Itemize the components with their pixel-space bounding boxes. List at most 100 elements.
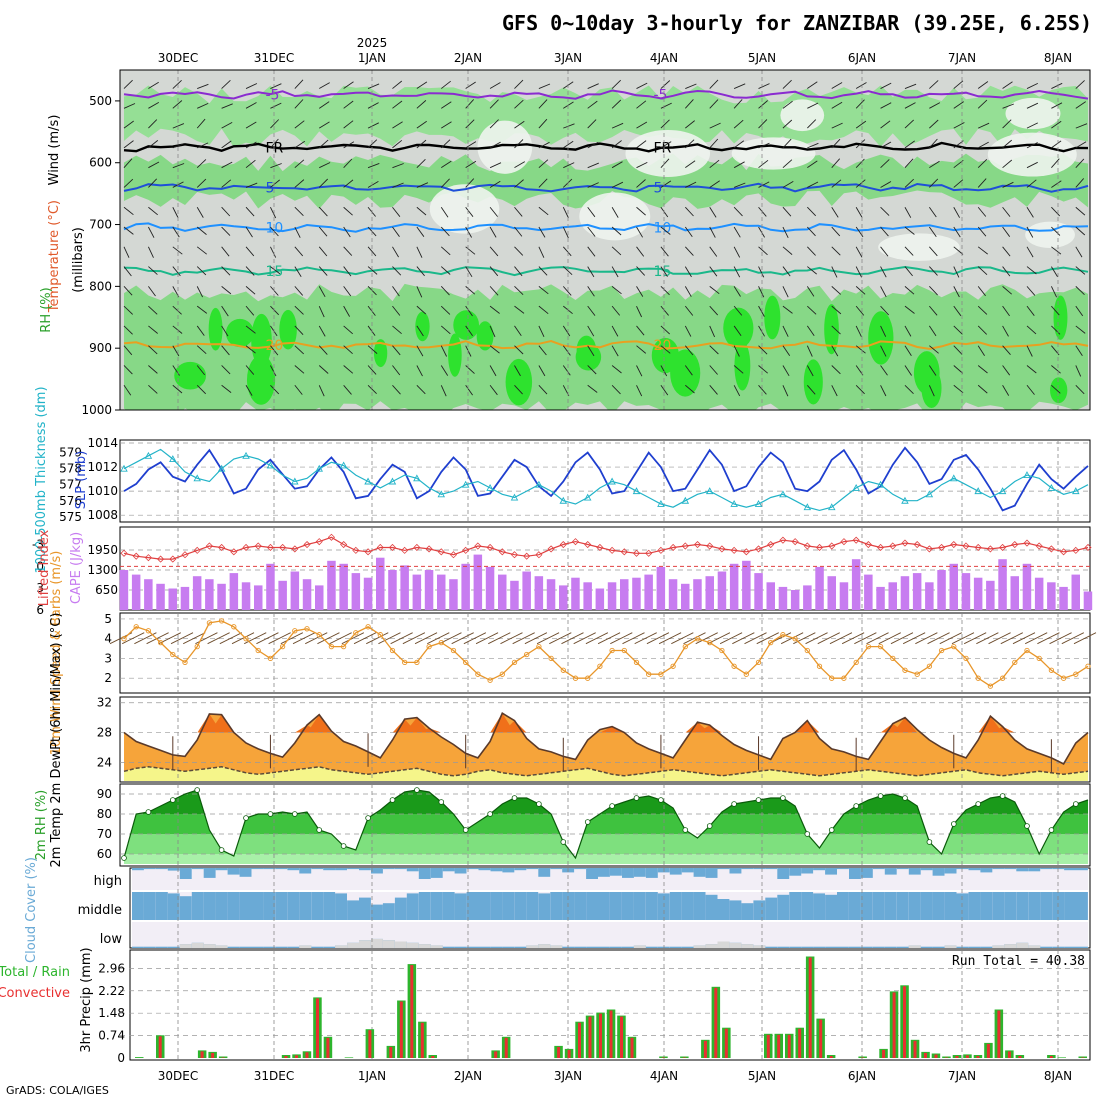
wind-barb bbox=[514, 206, 523, 217]
li-point bbox=[620, 548, 628, 556]
precip-bar-convective bbox=[1081, 1057, 1085, 1058]
cloud-bar-high bbox=[645, 868, 658, 878]
wind10-barb bbox=[805, 632, 828, 645]
wind-barb bbox=[855, 345, 866, 354]
li-point bbox=[730, 546, 738, 554]
li-point bbox=[559, 540, 567, 549]
cloud-bar-high bbox=[502, 868, 515, 873]
wind-barb bbox=[684, 266, 692, 278]
wind10-barb bbox=[939, 632, 962, 645]
wind-barb bbox=[831, 158, 841, 168]
cloud-bar-low bbox=[777, 946, 790, 948]
rh-point bbox=[194, 787, 201, 793]
cloud-bar-middle bbox=[394, 897, 407, 920]
wind-barb bbox=[636, 385, 643, 397]
wind-barb bbox=[1051, 365, 1061, 374]
wind-barb bbox=[172, 79, 182, 89]
contour-FR bbox=[123, 141, 1089, 153]
rh-point bbox=[609, 803, 615, 809]
wind-barb bbox=[1026, 122, 1038, 129]
cloud-bar-low-overlay bbox=[908, 945, 921, 948]
wind-barb bbox=[196, 286, 204, 298]
cloud-bar-high bbox=[729, 868, 742, 874]
wind10-barb bbox=[268, 632, 291, 645]
wind-barb bbox=[807, 206, 817, 217]
wind-barb bbox=[318, 206, 328, 217]
cloud-bar-high bbox=[538, 868, 551, 877]
wind-barb bbox=[197, 83, 209, 89]
wind10-barb bbox=[341, 632, 365, 645]
li-point bbox=[901, 539, 909, 547]
cloud-bar-low bbox=[287, 946, 300, 948]
wind-barb bbox=[148, 325, 158, 334]
temp-peak bbox=[600, 726, 625, 733]
wind-barb bbox=[831, 179, 842, 188]
cape-bar bbox=[888, 582, 897, 610]
wind10-barb bbox=[890, 632, 914, 645]
wind-barb bbox=[758, 365, 768, 374]
wind-barb bbox=[660, 246, 669, 257]
cape-bar bbox=[522, 571, 531, 610]
cape-bar bbox=[912, 573, 922, 610]
wind-barb bbox=[416, 305, 427, 315]
thickness-point bbox=[632, 487, 641, 495]
wind-barb bbox=[855, 286, 866, 295]
cloud-bar-middle bbox=[382, 903, 395, 920]
wind-barb bbox=[587, 162, 599, 169]
thickness-point bbox=[339, 461, 348, 469]
tick-label-precip-2.96: 2.96 bbox=[98, 961, 125, 975]
dry-patch bbox=[1005, 97, 1061, 130]
dry-patch bbox=[987, 132, 1077, 177]
wind-barb bbox=[587, 141, 599, 149]
cloud-bar-low bbox=[956, 946, 969, 948]
wind-barb bbox=[294, 246, 304, 257]
wind-barb bbox=[733, 246, 741, 258]
precip-bar-convective bbox=[714, 987, 718, 1058]
cloud-bar-middle bbox=[1076, 892, 1088, 920]
wind-barb bbox=[221, 286, 232, 295]
wind-barb bbox=[880, 325, 887, 337]
wind10-point bbox=[1012, 659, 1018, 666]
wind-barb bbox=[685, 139, 695, 149]
cloud-bar-middle bbox=[526, 892, 539, 920]
wind-barb bbox=[636, 246, 645, 257]
cape-bar bbox=[424, 570, 434, 610]
wind10-barb bbox=[549, 632, 572, 645]
wind-barb bbox=[245, 286, 256, 295]
wind10-point bbox=[853, 659, 859, 666]
thickness-point bbox=[364, 477, 372, 485]
cloud-bar-middle bbox=[586, 892, 598, 920]
wind-barb bbox=[1051, 226, 1061, 236]
wind-barb bbox=[660, 345, 671, 354]
wind-barb bbox=[977, 81, 989, 89]
cloud-bar-middle bbox=[884, 892, 897, 920]
wind-barb bbox=[294, 159, 305, 169]
wind-barb bbox=[514, 179, 524, 188]
cape-bar bbox=[315, 585, 324, 610]
cloud-bar-high bbox=[849, 868, 861, 879]
cape-bar bbox=[1059, 586, 1068, 610]
li-point bbox=[864, 540, 872, 549]
thickness-point bbox=[876, 480, 885, 488]
wind10-point bbox=[719, 647, 725, 654]
li-point bbox=[535, 551, 543, 559]
cape-bar bbox=[351, 573, 361, 610]
precip-bar-convective bbox=[609, 1010, 613, 1058]
cloud-bar-middle bbox=[478, 892, 491, 920]
wind-barb bbox=[977, 325, 988, 335]
precip-bar-convective bbox=[305, 1052, 309, 1058]
moist-cell bbox=[415, 311, 430, 342]
wind-barb bbox=[270, 102, 282, 109]
rh-point bbox=[267, 811, 274, 817]
cloud-bar-middle bbox=[622, 892, 634, 920]
wind-barb bbox=[416, 182, 429, 188]
cloud-bar-middle bbox=[610, 892, 622, 920]
wind-barb bbox=[733, 83, 746, 89]
wind-barb bbox=[1002, 286, 1012, 295]
wind-barb bbox=[148, 161, 160, 169]
cloud-bar-high bbox=[287, 868, 300, 871]
wind10-point bbox=[255, 647, 261, 654]
wind-barb bbox=[514, 226, 523, 237]
wind-barb bbox=[123, 226, 134, 235]
li-point bbox=[1072, 546, 1080, 554]
